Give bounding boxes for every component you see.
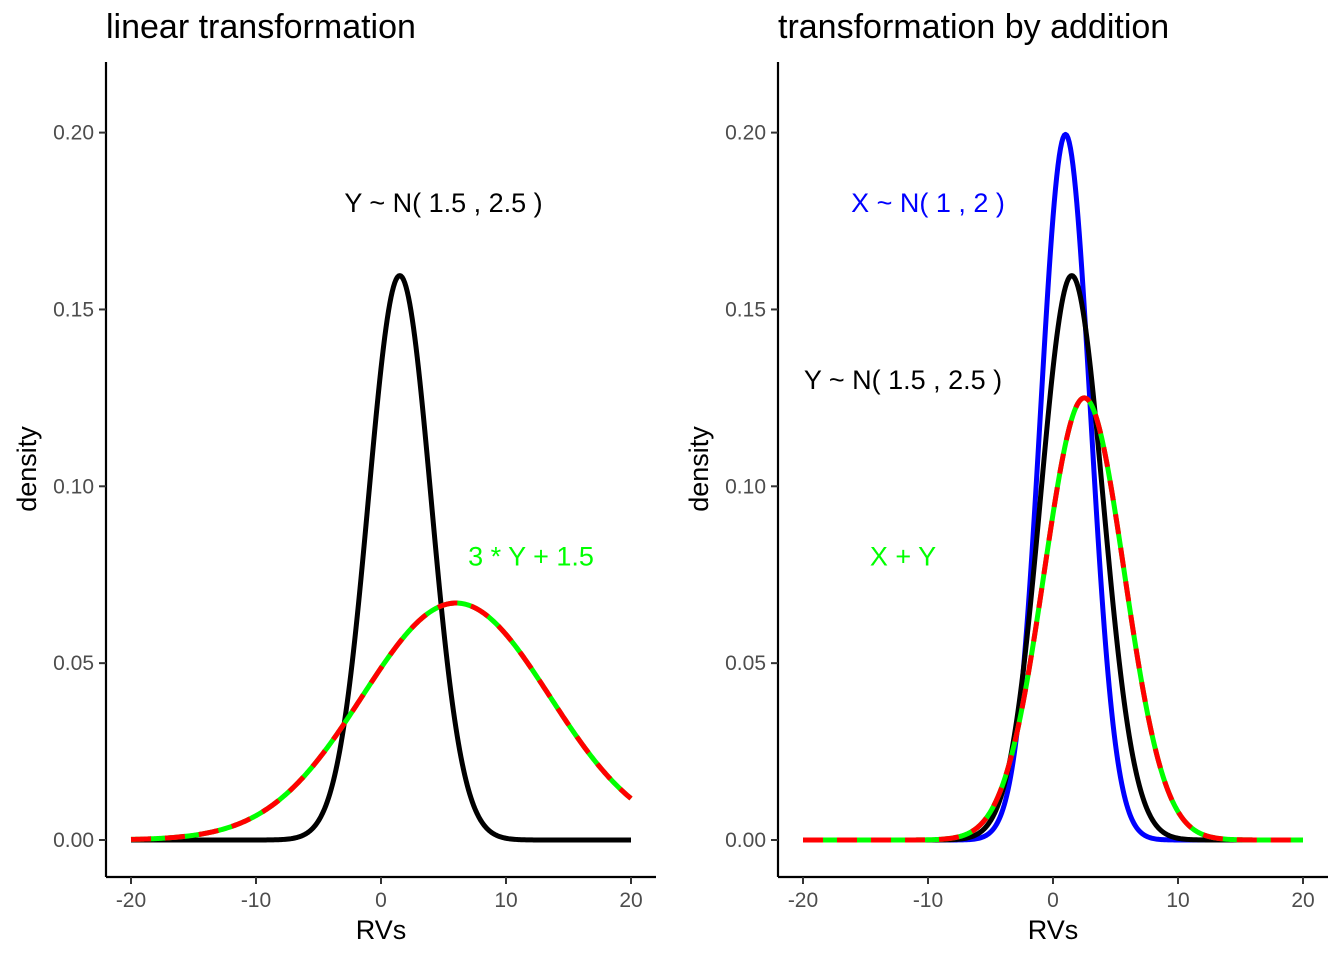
chart-1-annotation-x-n-1-2: X ~ N( 1 , 2 ) [851,188,1005,218]
chart-0-x-tick-label: 20 [619,889,642,912]
chart-0-series-overlay-2-curve [129,600,633,842]
chart-1-y-tick-label: 0.05 [725,652,766,675]
chart-1-x-tick-label: 20 [1291,889,1314,912]
chart-1-y-tick-label: 0.10 [725,475,766,498]
chart-1-x-tick-label: -20 [788,889,818,912]
chart-0-y-axis-title: density [12,426,42,512]
chart-1-series-x-y-curve [801,395,1305,843]
chart-1-series-overlay-3-curve [801,395,1305,843]
chart-1-y-tick-label: 0.15 [725,298,766,321]
panel-linear-transformation: linear transformation 0.00 0.05 0.10 0.15 0.2… [12,8,656,945]
chart-0-x-tick-label: 0 [375,889,387,912]
chart-0-x-tick-label: 10 [494,889,517,912]
chart-1-y-axis-title: density [684,426,714,512]
chart-0-title: linear transformation [106,8,416,46]
chart-1-x-axis-title: RVs [1028,915,1079,945]
chart-0-x-tick-label: -10 [241,889,271,912]
chart-1-annotation-y-n-1-5-2-5: Y ~ N( 1.5 , 2.5 ) [804,365,1002,395]
chart-1-x-tick-label: 0 [1047,889,1059,912]
chart-0-annotation-y-n-1-5-2-5: Y ~ N( 1.5 , 2.5 ) [344,188,542,218]
chart-0-series-y-n-1-5-2-5-curve [129,273,633,843]
chart-1-annotation-x-y: X + Y [870,542,936,572]
chart-0-y-tick-label: 0.10 [53,475,94,498]
chart-1-title: transformation by addition [778,8,1169,46]
chart-0-y-tick-label: 0.00 [53,829,94,852]
chart-0-annotation-3-y-1-5: 3 * Y + 1.5 [468,542,594,572]
panel-transformation-by-addition: transformation by addition 0.00 0.05 0.10 0.… [684,8,1328,945]
chart-0-x-axis-title: RVs [356,915,407,945]
chart-0-series-3-y-1-5-curve [129,600,633,842]
chart-1-y-tick-label: 0.00 [725,829,766,852]
chart-0-x-tick-label: -20 [116,889,146,912]
chart-1-series-x-n-1-2-curve [801,131,1305,843]
chart-1-y-tick-label: 0.20 [725,122,766,145]
chart-0-y-tick-label: 0.15 [53,298,94,321]
chart-0-y-tick-label: 0.20 [53,122,94,145]
chart-1-x-tick-label: 10 [1166,889,1189,912]
chart-0-y-tick-label: 0.05 [53,652,94,675]
chart-1-x-tick-label: -10 [913,889,943,912]
